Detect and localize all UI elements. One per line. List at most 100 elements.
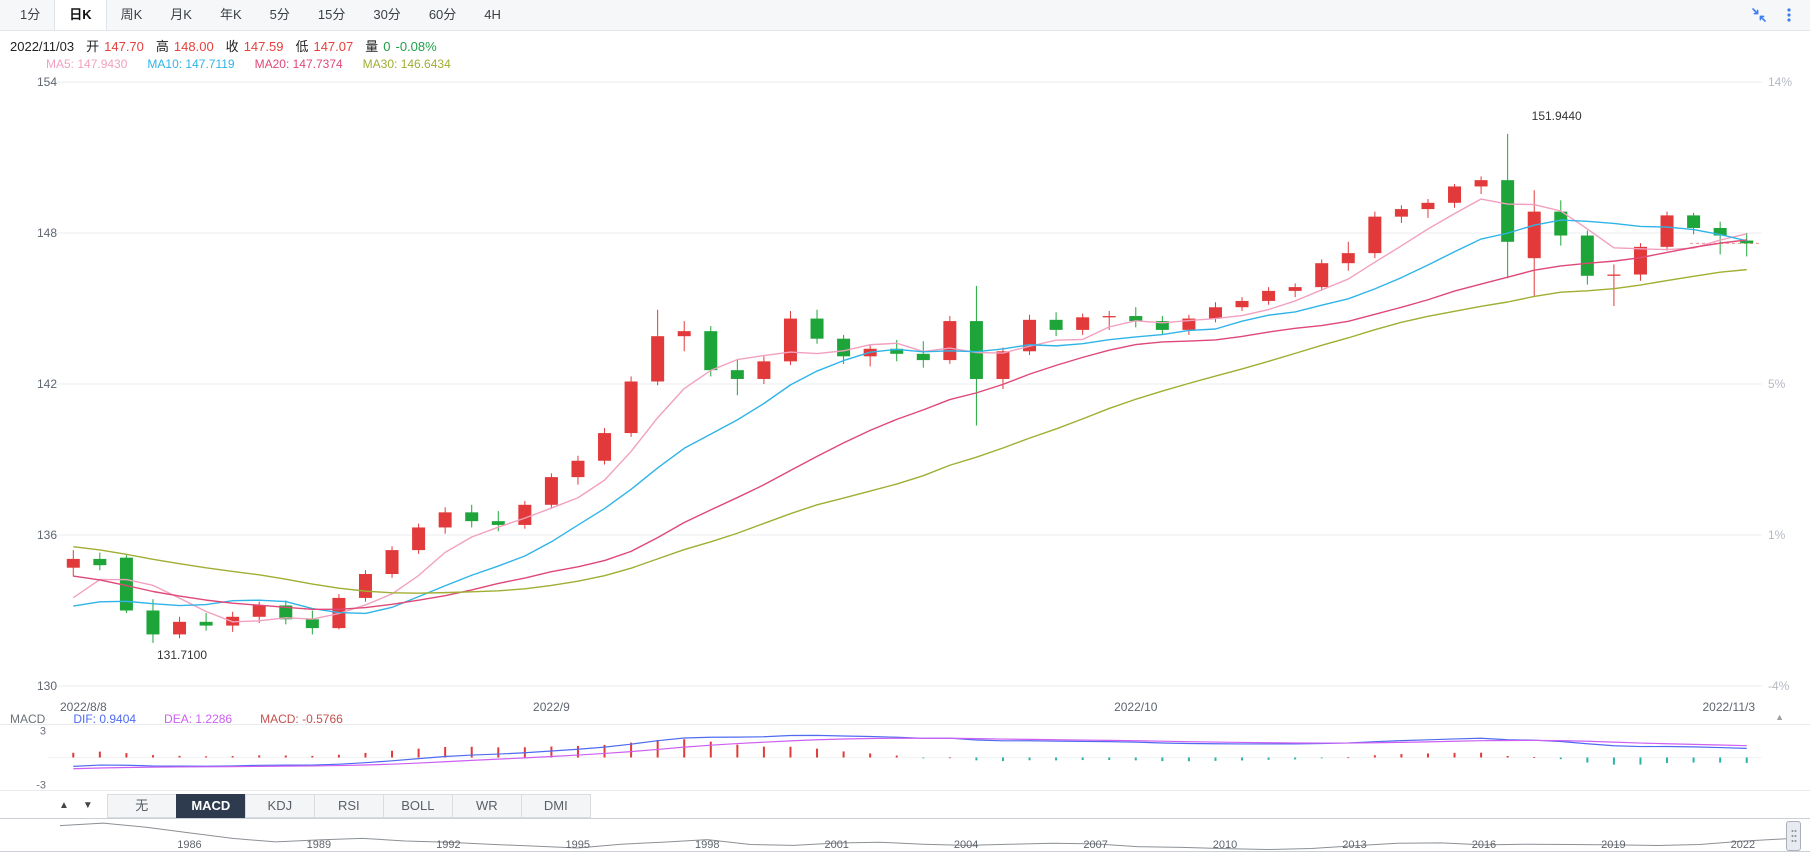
more-menu-icon[interactable] — [1780, 6, 1798, 24]
ma10-value: MA10: 147.7119 — [147, 57, 235, 71]
svg-text:3: 3 — [40, 726, 46, 738]
indicator-tab-BOLL[interactable]: BOLL — [382, 794, 453, 818]
svg-text:1986: 1986 — [177, 839, 201, 851]
grip-dots-icon — [1791, 830, 1796, 842]
main-chart-area[interactable] — [0, 70, 1810, 710]
ma30-line — [73, 268, 1747, 594]
timeframe-tab-30分[interactable]: 30分 — [373, 7, 401, 22]
volume-value: 0 — [383, 39, 391, 54]
macd-histogram — [72, 739, 1748, 765]
indicator-tab-MACD[interactable]: MACD — [175, 794, 246, 818]
macd-panel-area[interactable] — [0, 724, 1810, 790]
ma30-value: MA30: 146.6434 — [362, 57, 451, 71]
navigator-history-line — [59, 822, 1787, 851]
macd-panel-title: MACD — [10, 712, 46, 726]
svg-text:1989: 1989 — [307, 839, 331, 851]
change-percent: -0.08% — [395, 39, 437, 54]
close-value: 147.59 — [243, 39, 284, 54]
indicator-tab-DMI[interactable]: DMI — [520, 794, 591, 818]
percent-axis-labels: 14% 5% 1% -4% — [1768, 75, 1792, 693]
ma10-line — [73, 219, 1747, 615]
timeframe-tab-5分[interactable]: 5分 — [269, 7, 290, 22]
compress-icon[interactable] — [1750, 6, 1768, 24]
svg-text:-3: -3 — [36, 780, 46, 792]
panel-up-button[interactable]: ▲ — [52, 795, 76, 817]
svg-text:1%: 1% — [1768, 528, 1786, 542]
indicator-tab-WR[interactable]: WR — [451, 794, 522, 818]
navigator-handle[interactable] — [1786, 821, 1801, 851]
indicator-tabs: 无 MACD KDJ RSI BOLL WR DMI — [106, 794, 591, 818]
svg-text:2013: 2013 — [1342, 839, 1366, 851]
svg-text:154: 154 — [37, 75, 57, 89]
ohlc-info-bar: 2022/11/03 开 147.70 高 148.00 收 147.59 低 … — [10, 36, 437, 55]
timeframe-tab-周K[interactable]: 周K — [120, 7, 143, 22]
timeframe-tab-1分[interactable]: 1分 — [20, 7, 41, 22]
high-value: 148.00 — [173, 39, 214, 54]
svg-text:2004: 2004 — [954, 839, 978, 851]
macd-collapse-icon[interactable]: ▲ — [1775, 712, 1784, 722]
svg-text:2001: 2001 — [824, 839, 848, 851]
panel-down-button[interactable]: ▼ — [76, 795, 100, 817]
timeframe-tab-60分[interactable]: 60分 — [428, 7, 457, 22]
open-value: 147.70 — [104, 39, 144, 54]
indicator-tab-KDJ[interactable]: KDJ — [244, 794, 315, 818]
low-label: 低 — [295, 39, 309, 54]
macd-dea-line — [73, 737, 1747, 770]
timeframe-tab-月K[interactable]: 月K — [170, 7, 192, 22]
macd-dea-value: DEA: 1.2286 — [164, 712, 233, 726]
macd-dif-value: DIF: 0.9404 — [73, 712, 137, 726]
ma20-value: MA20: 147.7374 — [254, 57, 343, 71]
svg-text:2022: 2022 — [1731, 839, 1755, 851]
svg-text:130: 130 — [37, 679, 57, 693]
timeframe-tab-4H[interactable]: 4H — [484, 7, 501, 22]
navigator-year-labels: 1986 1989 1992 1995 1998 2001 2004 2007 2010 2013… — [177, 839, 1755, 851]
ma-indicator-bar: MA5: 147.9430 MA10: 147.7119 MA20: 147.7… — [46, 57, 451, 71]
svg-text:5%: 5% — [1768, 377, 1786, 391]
svg-text:2022/8/8: 2022/8/8 — [60, 700, 107, 714]
candlestick-series — [66, 133, 1754, 643]
svg-text:2022/10: 2022/10 — [1114, 700, 1158, 714]
svg-text:2022/11/3: 2022/11/3 — [1703, 700, 1756, 714]
timeframe-tab-15分[interactable]: 15分 — [317, 7, 346, 22]
svg-text:2007: 2007 — [1083, 839, 1107, 851]
close-label: 收 — [225, 39, 239, 54]
low-value: 147.07 — [313, 39, 354, 54]
svg-text:142: 142 — [37, 377, 57, 391]
svg-text:148: 148 — [37, 226, 57, 240]
ma20-line — [73, 239, 1747, 611]
macd-histogram-value: MACD: -0.5766 — [260, 712, 343, 726]
price-axis-labels: 154 148 142 136 130 — [37, 75, 57, 693]
timeline-navigator[interactable] — [0, 818, 1810, 852]
volume-label: 量 — [365, 39, 379, 54]
compress-icon-glyph — [1752, 8, 1766, 22]
toolbar-icons — [1750, 0, 1798, 30]
timeframe-tabs: 1分 日K 周K 月K 年K 5分 15分 30分 60分 4H — [0, 0, 515, 30]
indicator-tab-RSI[interactable]: RSI — [313, 794, 384, 818]
svg-text:14%: 14% — [1768, 75, 1792, 89]
more-menu-icon-glyph — [1787, 8, 1791, 22]
open-label: 开 — [86, 39, 100, 54]
svg-text:1992: 1992 — [436, 839, 460, 851]
indicator-bar: ▲ ▼ 无 MACD KDJ RSI BOLL WR DMI — [52, 794, 591, 818]
quote-date: 2022/11/03 — [10, 39, 75, 54]
svg-text:136: 136 — [37, 528, 57, 542]
timeframe-tab-日K[interactable]: 日K — [54, 0, 107, 30]
macd-panel: 3 -3 — [0, 724, 1810, 792]
navigator-strip: 1986 1989 1992 1995 1998 2001 2004 2007 2010 2013… — [0, 818, 1810, 852]
date-axis-labels: 2022/8/8 2022/9 2022/10 2022/11/3 — [60, 700, 1755, 714]
svg-text:2019: 2019 — [1601, 839, 1625, 851]
ma5-line — [72, 198, 1747, 623]
svg-text:-4%: -4% — [1768, 679, 1790, 693]
svg-text:1995: 1995 — [566, 839, 590, 851]
indicator-tab-无[interactable]: 无 — [106, 794, 177, 818]
price-gridlines — [48, 81, 1762, 687]
svg-text:131.7100: 131.7100 — [157, 648, 207, 662]
macd-header: MACD DIF: 0.9404 DEA: 1.2286 MACD: -0.57… — [10, 712, 1810, 726]
price-annotations: 151.9440 131.7100 — [157, 109, 1582, 662]
timeframe-tab-年K[interactable]: 年K — [219, 7, 242, 22]
svg-text:1998: 1998 — [695, 839, 719, 851]
svg-text:151.9440: 151.9440 — [1532, 109, 1582, 123]
svg-text:2022/9: 2022/9 — [533, 700, 570, 714]
